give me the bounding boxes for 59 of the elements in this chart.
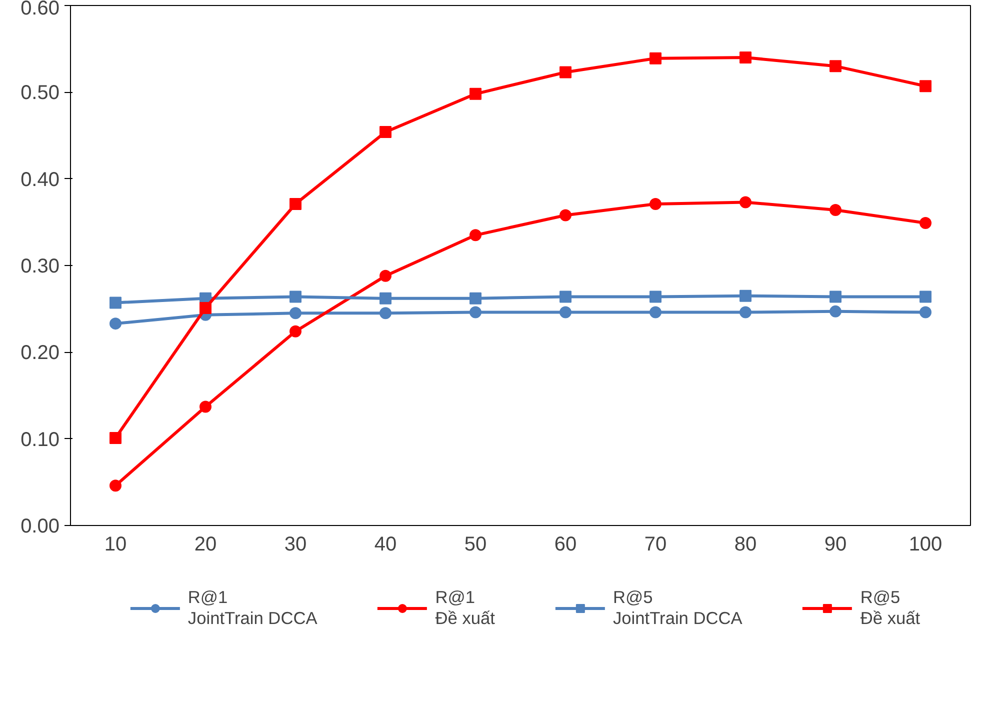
point	[650, 52, 662, 64]
point	[290, 307, 302, 320]
point	[740, 52, 752, 64]
point	[110, 480, 122, 492]
point	[470, 88, 482, 100]
point	[740, 306, 752, 318]
point	[560, 306, 572, 318]
legend-label: R@5 Đề xuất	[860, 587, 920, 629]
point	[920, 80, 932, 92]
point	[200, 302, 212, 314]
legend-label: R@1 JointTrain DCCA	[188, 587, 318, 629]
point	[650, 306, 662, 318]
y-tick-label: 0.10	[20, 428, 60, 451]
point	[110, 318, 122, 330]
x-tick-label: 20	[194, 534, 217, 556]
point	[920, 217, 932, 230]
point	[830, 60, 842, 72]
point	[200, 400, 212, 413]
point	[560, 209, 572, 222]
x-tick-label: 80	[734, 534, 757, 556]
point	[470, 306, 482, 318]
point	[560, 66, 572, 78]
point	[920, 306, 932, 318]
x-tick-label: 60	[554, 534, 577, 556]
y-tick-label: 0.00	[20, 516, 60, 538]
point	[830, 305, 842, 318]
point	[740, 196, 752, 208]
point	[380, 126, 392, 138]
x-tick-label: 70	[644, 534, 667, 556]
y-tick-label: 0.20	[20, 342, 60, 364]
x-tick-label: 30	[284, 534, 307, 556]
point	[830, 204, 842, 216]
point	[380, 307, 392, 320]
legend-label: R@5 JointTrain DCCA	[613, 587, 742, 629]
point	[380, 292, 392, 304]
point	[110, 296, 122, 309]
x-tick-label: 90	[824, 534, 847, 556]
point	[290, 325, 302, 338]
point	[920, 290, 932, 303]
point	[650, 290, 662, 303]
x-tick-label: 10	[104, 534, 127, 556]
point	[830, 290, 842, 303]
y-tick-label: 0.30	[20, 256, 60, 278]
y-tick-label: 0.50	[20, 82, 60, 104]
point	[740, 290, 752, 302]
point	[470, 292, 482, 304]
point	[560, 290, 572, 303]
legend-label: R@1 Đề xuất	[435, 587, 495, 629]
point	[470, 229, 482, 242]
x-tick-label: 100	[908, 534, 942, 556]
point	[290, 290, 302, 303]
point	[380, 270, 392, 282]
y-tick-label: 0.60	[20, 0, 60, 20]
x-tick-label: 50	[464, 534, 487, 556]
point	[650, 198, 662, 210]
point	[110, 432, 122, 444]
y-tick-label: 0.40	[20, 168, 60, 191]
point	[290, 198, 302, 210]
x-tick-label: 40	[374, 534, 397, 556]
